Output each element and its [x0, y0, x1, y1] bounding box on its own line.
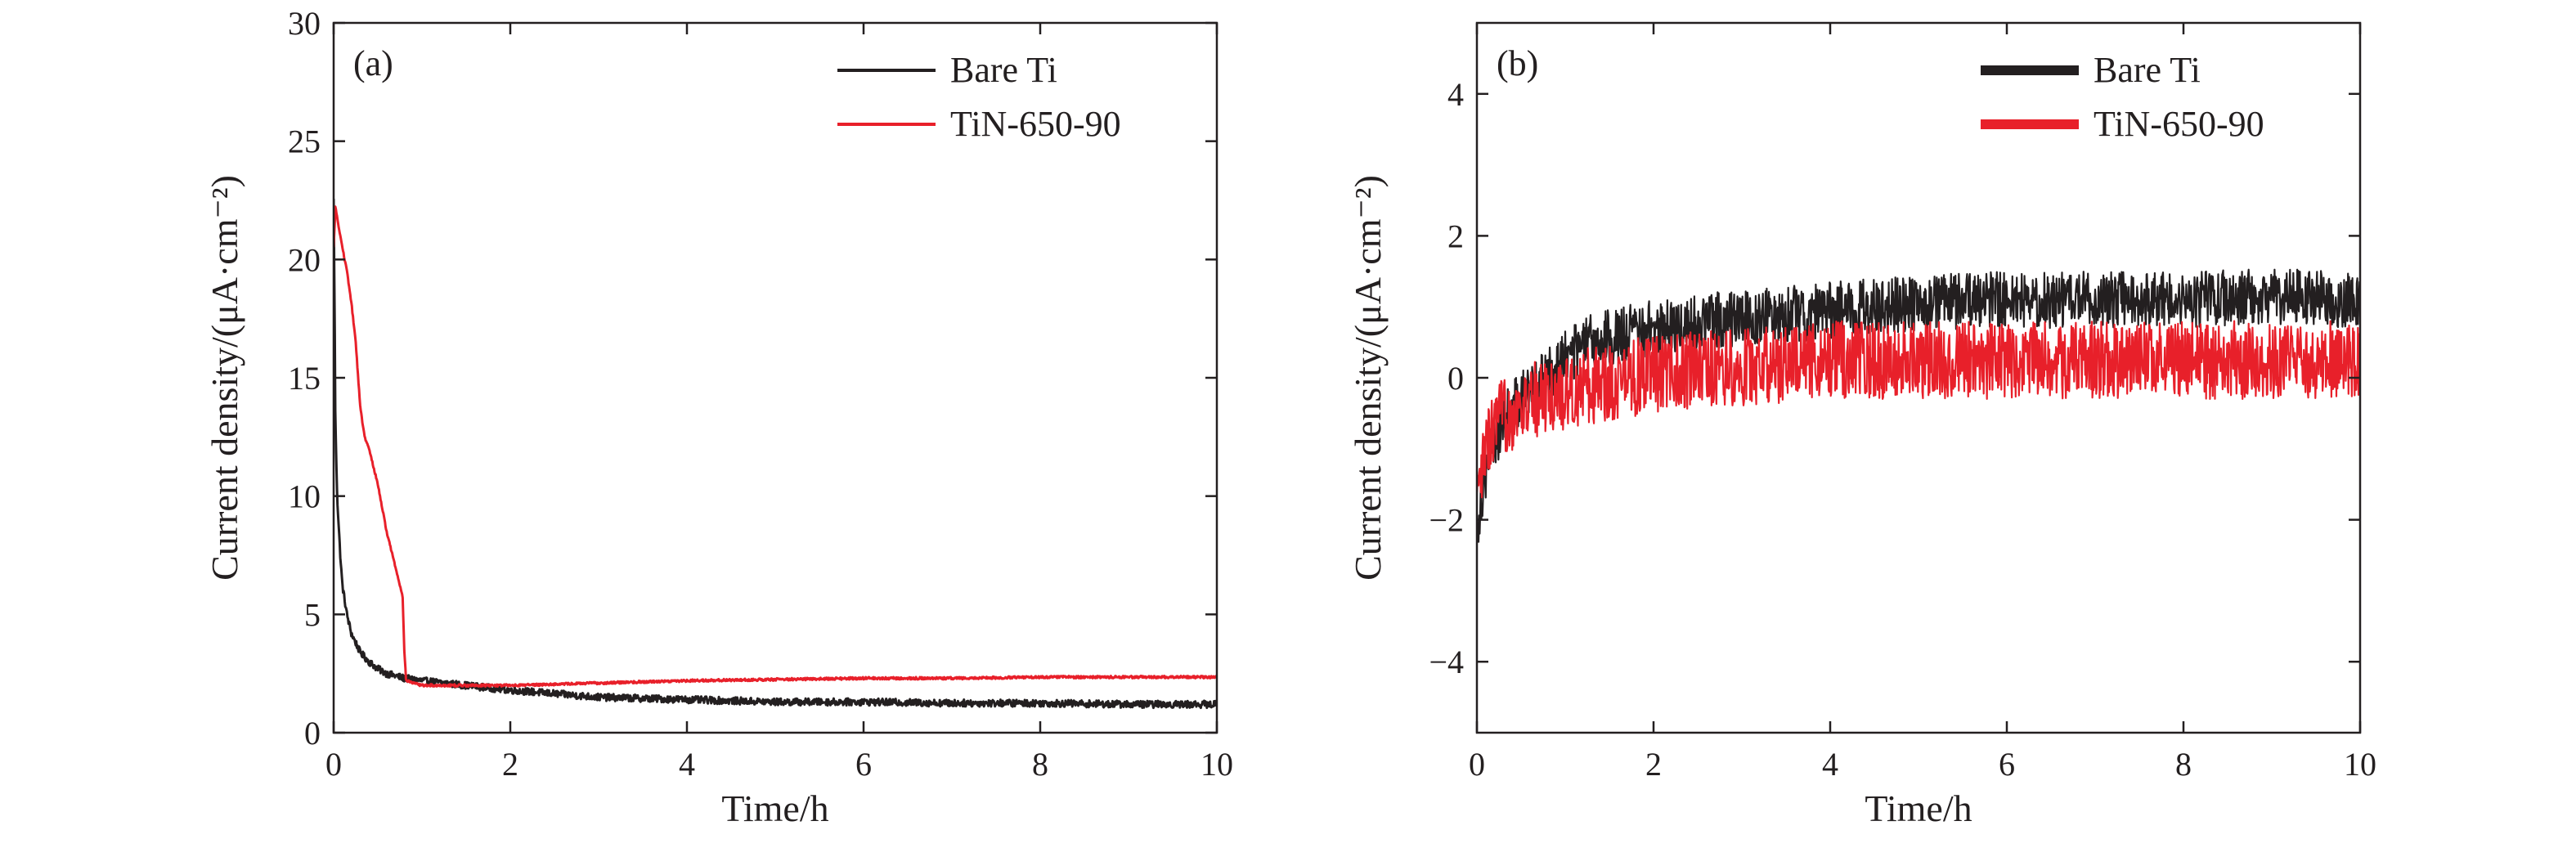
y-tick-label: 10 — [288, 478, 321, 515]
legend-label-bare-ti-b: Bare Ti — [2094, 50, 2201, 90]
y-ticks-a: 0 5 10 15 20 25 30 — [288, 5, 1217, 752]
x-tick-label: 6 — [855, 746, 872, 783]
panel-label-a: (a) — [353, 43, 393, 83]
x-tick-label: 4 — [679, 746, 695, 783]
y-tick-label: 20 — [288, 241, 321, 278]
legend-b: Bare Ti TiN-650-90 — [1981, 50, 2264, 144]
chart-panel-b: 0 2 4 6 8 10 −4 −2 0 2 4 (b) Time/h Current densi… — [1347, 21, 2376, 829]
x-axis-label-a: Time/h — [721, 787, 828, 829]
x-tick-label: 10 — [2344, 746, 2376, 783]
series-line-bare-ti — [1477, 268, 2360, 543]
y-tick-label: 0 — [304, 715, 321, 752]
x-ticks-b: 0 2 4 6 8 10 — [1469, 23, 2376, 783]
x-ticks-a: 0 2 4 6 8 10 — [325, 23, 1233, 783]
series-line-bare-ti — [334, 199, 1217, 710]
legend-label-tin-a: TiN-650-90 — [950, 104, 1121, 144]
x-tick-label: 0 — [325, 746, 342, 783]
y-ticks-b: −4 −2 0 2 4 — [1429, 76, 2360, 680]
legend-a: Bare Ti TiN-650-90 — [837, 50, 1121, 144]
y-tick-label: 30 — [288, 5, 321, 42]
x-tick-label: 0 — [1469, 746, 1485, 783]
series-line-tin-650-90 — [334, 205, 1217, 689]
legend-label-bare-ti-a: Bare Ti — [950, 50, 1057, 90]
y-tick-label: 25 — [288, 123, 321, 160]
x-tick-label: 10 — [1200, 746, 1233, 783]
y-tick-label: 0 — [1447, 360, 1464, 397]
y-tick-label: 2 — [1447, 218, 1464, 254]
x-tick-label: 2 — [1645, 746, 1662, 783]
x-axis-label-b: Time/h — [1865, 787, 1972, 829]
chart-panel-a: 0 2 4 6 8 10 0 5 10 15 20 25 30 (a) Time/h Current … — [204, 5, 1233, 829]
y-tick-label: 15 — [288, 360, 321, 397]
plot-area-b — [1477, 268, 2360, 543]
x-tick-label: 8 — [1032, 746, 1048, 783]
x-tick-label: 8 — [2175, 746, 2192, 783]
legend-label-tin-b: TiN-650-90 — [2094, 104, 2264, 144]
y-tick-label: −2 — [1429, 502, 1464, 539]
y-axis-label-a: Current density/(μA·cm⁻²) — [204, 175, 245, 581]
plot-area-a — [334, 199, 1217, 710]
x-tick-label: 4 — [1822, 746, 1838, 783]
x-tick-label: 2 — [502, 746, 518, 783]
y-tick-label: −4 — [1429, 644, 1464, 680]
y-tick-label: 5 — [304, 596, 321, 633]
y-axis-label-b: Current density/(μA·cm⁻²) — [1347, 175, 1389, 581]
x-tick-label: 6 — [1999, 746, 2015, 783]
panel-label-b: (b) — [1497, 43, 1538, 83]
y-tick-label: 4 — [1447, 76, 1464, 113]
series-line-tin-650-90 — [1477, 320, 2360, 499]
